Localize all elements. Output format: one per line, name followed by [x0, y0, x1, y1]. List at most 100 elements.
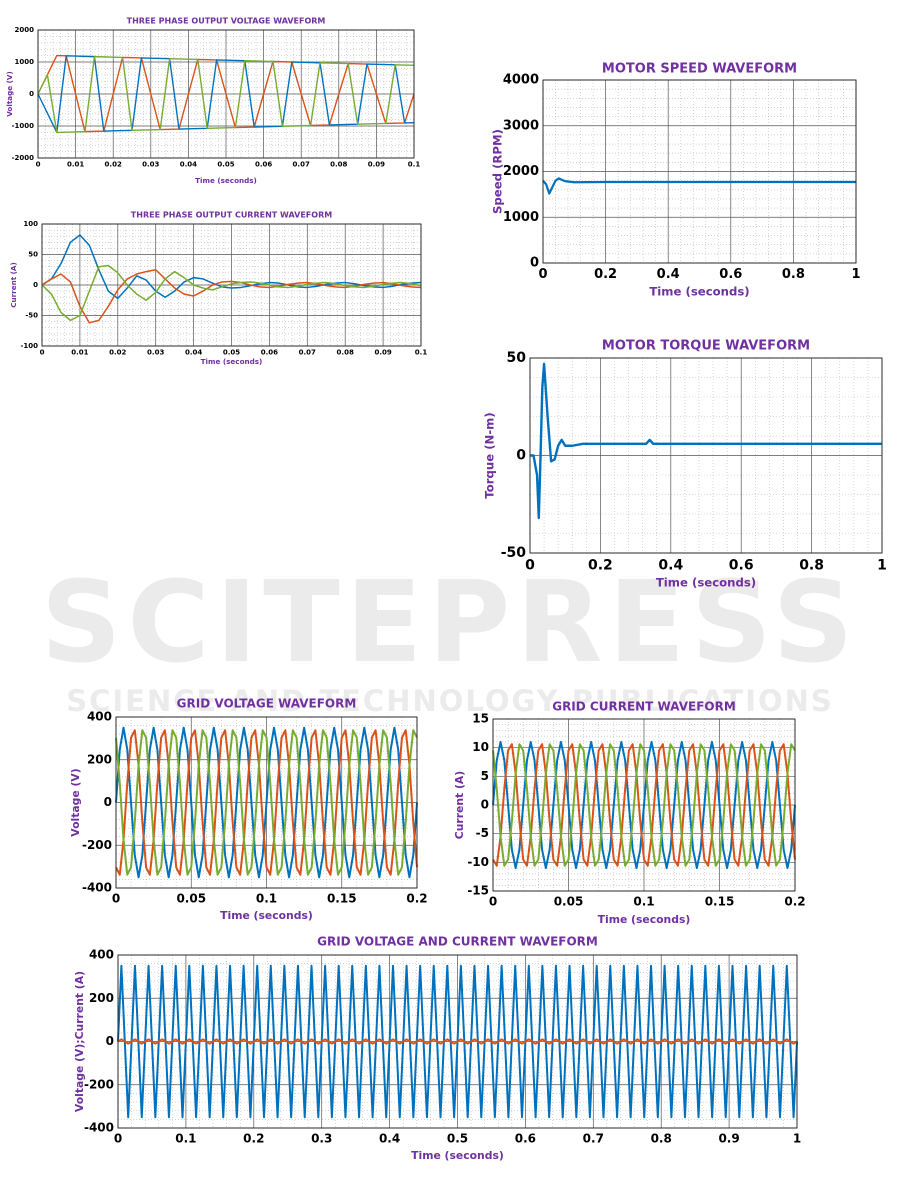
- axes-box: [542, 79, 857, 264]
- x-tick-label: 0.6: [515, 1131, 536, 1145]
- y-tick-label: -15: [467, 884, 489, 898]
- y-tick-label: -1000: [12, 122, 35, 130]
- series-line: [41, 269, 422, 324]
- x-tick-label: 0.05: [217, 160, 234, 168]
- x-tick-label: 0.15: [327, 891, 357, 905]
- y-tick-label: 0: [106, 1034, 114, 1048]
- series-line: [41, 264, 422, 322]
- y-tick-label: 5: [481, 769, 489, 783]
- series-line: [115, 729, 418, 876]
- x-tick-label: 0.04: [180, 160, 197, 168]
- y-tick-label: 0: [481, 798, 489, 812]
- x-tick-label: 0.1: [415, 348, 428, 356]
- series-line: [41, 234, 422, 300]
- x-tick-label: 0.3: [311, 1131, 332, 1145]
- x-tick-label: 0.2: [588, 558, 613, 574]
- x-tick-label: 0.05: [176, 891, 206, 905]
- x-tick-label: 0.08: [330, 160, 347, 168]
- watermark-title: SCITEPRESS: [41, 558, 860, 688]
- series-line: [37, 55, 415, 134]
- watermark-subtitle: SCIENCE AND TECHNOLOGY PUBLICATIONS: [66, 684, 834, 718]
- y-tick-label: 2000: [503, 164, 539, 179]
- y-tick-label: -100: [20, 342, 38, 350]
- y-tick-label: -50: [25, 312, 38, 320]
- y-tick-label: 0: [530, 256, 539, 271]
- y-tick-label: 0: [516, 448, 526, 464]
- y-tick-label: 50: [28, 251, 38, 259]
- x-axis-label: Time (seconds): [195, 176, 257, 185]
- chart-title: MOTOR TORQUE WAVEFORM: [602, 339, 810, 354]
- x-tick-label: 0.06: [255, 160, 272, 168]
- x-axis-label: Time (seconds): [649, 285, 749, 299]
- x-tick-label: 0.03: [147, 348, 164, 356]
- y-axis-label: Speed (RPM): [491, 129, 505, 214]
- y-tick-label: 0: [104, 795, 112, 809]
- x-axis-label: Time (seconds): [201, 357, 263, 366]
- x-tick-label: 0.2: [243, 1131, 264, 1145]
- x-tick-label: 0.08: [337, 348, 354, 356]
- x-tick-label: 0.01: [71, 348, 88, 356]
- x-tick-label: 0: [114, 1131, 122, 1145]
- x-tick-label: 0.9: [718, 1131, 739, 1145]
- y-axis-label: Torque (N-m): [483, 412, 497, 498]
- y-axis-label: Voltage (V): [69, 768, 82, 836]
- y-tick-label: -400: [84, 1121, 114, 1135]
- y-axis-label: Current (A): [453, 771, 466, 839]
- y-tick-label: -200: [84, 1077, 114, 1091]
- y-tick-label: -400: [82, 881, 112, 895]
- x-tick-label: 0.01: [67, 160, 84, 168]
- y-tick-label: 1000: [503, 210, 539, 225]
- y-tick-label: 0: [33, 281, 38, 289]
- x-tick-label: 0.6: [719, 267, 742, 282]
- axes-box: [37, 29, 415, 159]
- x-tick-label: 0: [538, 267, 547, 282]
- axes-box: [117, 954, 798, 1129]
- y-tick-label: 0: [29, 90, 34, 98]
- x-tick-label: 0.05: [554, 894, 584, 908]
- y-tick-label: 4000: [503, 73, 539, 88]
- axes-box: [41, 223, 422, 347]
- x-tick-label: 0: [36, 160, 41, 168]
- series-line: [542, 177, 856, 195]
- x-tick-label: 0.02: [105, 160, 122, 168]
- y-tick-label: 15: [472, 712, 489, 726]
- x-tick-label: 0.1: [633, 894, 654, 908]
- y-tick-label: -5: [476, 826, 489, 840]
- x-tick-label: 0.07: [293, 160, 310, 168]
- y-tick-label: 400: [89, 948, 114, 962]
- y-tick-label: 50: [507, 350, 527, 366]
- x-tick-label: 0.07: [299, 348, 316, 356]
- axes-box: [115, 716, 418, 889]
- series-line: [492, 740, 796, 870]
- x-tick-label: 1: [851, 267, 860, 282]
- y-axis-label: Voltage (V);Current (A): [73, 971, 86, 1112]
- x-tick-label: 0.4: [379, 1131, 400, 1145]
- x-tick-label: 0.2: [594, 267, 617, 282]
- x-tick-label: 0.09: [374, 348, 391, 356]
- series-line: [37, 55, 415, 134]
- x-tick-label: 0.04: [185, 348, 202, 356]
- x-tick-label: 0.15: [705, 894, 735, 908]
- y-tick-label: -200: [82, 838, 112, 852]
- y-tick-label: 400: [87, 710, 112, 724]
- y-tick-label: 2000: [15, 26, 35, 34]
- x-axis-label: Time (seconds): [598, 913, 691, 926]
- x-tick-label: 0.05: [223, 348, 240, 356]
- x-tick-label: 0.1: [175, 1131, 196, 1145]
- x-tick-label: 0.2: [406, 891, 427, 905]
- x-axis-label: Time (seconds): [411, 1149, 504, 1162]
- x-tick-label: 0.02: [109, 348, 126, 356]
- y-tick-label: 10: [472, 740, 489, 754]
- chart-title: GRID VOLTAGE AND CURRENT WAVEFORM: [317, 935, 598, 949]
- chart-title: THREE PHASE OUTPUT CURRENT WAVEFORM: [131, 211, 332, 220]
- y-tick-label: 100: [23, 220, 38, 228]
- x-tick-label: 0.7: [583, 1131, 604, 1145]
- y-tick-label: 200: [89, 991, 114, 1005]
- chart-title: GRID VOLTAGE WAVEFORM: [177, 697, 357, 711]
- x-tick-label: 0: [40, 348, 45, 356]
- axes-box: [529, 357, 883, 554]
- chart-title: GRID CURRENT WAVEFORM: [552, 700, 736, 714]
- x-tick-label: 0.4: [657, 267, 680, 282]
